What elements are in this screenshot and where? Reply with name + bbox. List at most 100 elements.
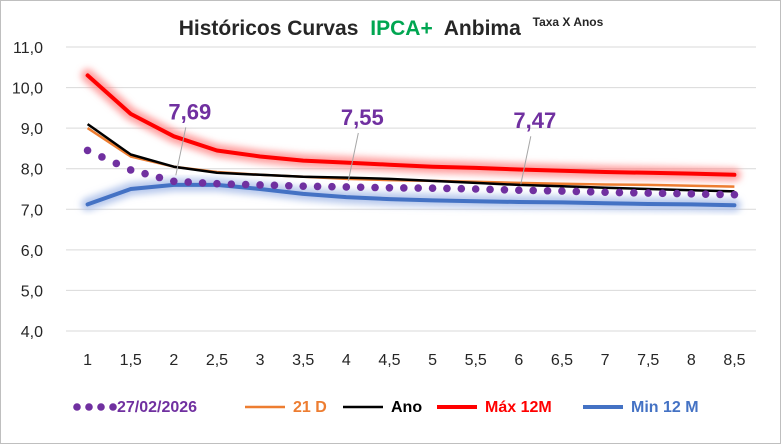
x-tick-label: 4 (342, 352, 351, 369)
x-tick-label: 6 (514, 352, 523, 369)
data-label: 7,47 (513, 108, 556, 133)
title-part2: IPCA+ (370, 17, 432, 40)
data-point (716, 190, 724, 199)
data-point (586, 188, 595, 196)
data-point (170, 177, 178, 186)
data-label: 7,55 (341, 105, 384, 130)
data-point (644, 189, 652, 197)
data-point (457, 184, 466, 193)
y-tick-label: 10,0 (12, 81, 43, 98)
legend-marker (85, 403, 93, 411)
legend: 27/02/2026 21 D Ano Máx 12M Min 12 M (73, 399, 699, 416)
y-tick-label: 4,0 (21, 324, 43, 341)
x-axis: 1 1,5 2 2,5 3 3,5 4 4,5 5 5,5 6 6,5 7 7,5 8 8,5 (83, 352, 746, 369)
title-part1: Históricos Curvas (179, 17, 359, 40)
data-point (371, 183, 379, 192)
data-point (198, 179, 207, 187)
x-tick-label: 8 (687, 352, 696, 369)
data-point (141, 169, 149, 178)
data-point (385, 183, 394, 192)
x-tick-label: 5,5 (465, 352, 487, 369)
data-point (630, 188, 638, 197)
legend-item-ano[interactable]: Ano (343, 399, 422, 416)
y-axis: 4,0 5,0 6,0 7,0 8,0 9,0 10,0 11,0 (12, 40, 43, 341)
x-tick-label: 2 (169, 352, 178, 369)
data-point (601, 188, 609, 197)
legend-marker (109, 403, 117, 411)
data-point (256, 181, 264, 189)
data-point (299, 182, 307, 190)
x-tick-label: 8,5 (723, 352, 745, 369)
data-point (529, 186, 537, 195)
data-point (500, 186, 509, 194)
title-part3: Anbima (444, 17, 521, 40)
series-glow-m-x-12m (81, 68, 741, 182)
data-label-leader (175, 127, 187, 176)
data-point (285, 181, 293, 190)
series-line-m-x-12m (85, 73, 737, 177)
legend-marker (73, 403, 81, 411)
data-point (515, 186, 523, 195)
data-point (227, 180, 236, 188)
title-superscript: Taxa X Anos (533, 15, 604, 29)
data-label: 7,69 (168, 99, 211, 124)
y-tick-label: 7,0 (21, 202, 43, 219)
legend-item-27-02-2026[interactable]: 27/02/2026 (73, 399, 197, 416)
data-point (126, 166, 135, 174)
x-tick-label: 7 (601, 352, 610, 369)
data-point (83, 146, 92, 155)
data-labels: 7,69 7,55 7,47 (168, 99, 556, 185)
data-point (213, 179, 221, 188)
legend-item-21-d[interactable]: 21 D (245, 399, 327, 416)
data-point (155, 173, 164, 182)
data-point (730, 190, 739, 199)
x-tick-label: 3,5 (292, 352, 314, 369)
data-point (658, 189, 667, 198)
data-point (486, 185, 494, 194)
data-point (356, 183, 365, 192)
data-point (428, 184, 437, 192)
data-point (241, 180, 250, 189)
data-point (342, 183, 351, 191)
legend-item-m-x-12m[interactable]: Máx 12M (437, 399, 552, 416)
data-label-leader (347, 132, 359, 182)
y-tick-label: 11,0 (13, 40, 43, 57)
data-point (443, 184, 451, 193)
data-point (543, 186, 552, 195)
legend-label: 21 D (293, 399, 327, 416)
y-tick-label: 9,0 (21, 121, 43, 138)
y-tick-label: 8,0 (21, 162, 43, 179)
data-point (328, 182, 336, 191)
legend-label: 27/02/2026 (117, 399, 197, 416)
data-point (615, 188, 624, 197)
data-point (673, 189, 681, 198)
series-dots-27-02-2026 (83, 146, 739, 199)
legend-item-min-12-m[interactable]: Min 12 M (583, 399, 699, 416)
data-point (471, 185, 480, 193)
data-point (701, 190, 710, 198)
chart-title: Históricos Curvas IPCA+ Anbima Taxa X An… (179, 15, 604, 40)
x-tick-label: 5 (428, 352, 437, 369)
legend-label: Máx 12M (485, 399, 552, 416)
x-tick-label: 7,5 (637, 352, 659, 369)
series-line-ano (86, 123, 735, 193)
x-tick-label: 4,5 (378, 352, 400, 369)
x-tick-label: 1,5 (120, 352, 142, 369)
data-point (558, 187, 566, 195)
data-point (400, 184, 408, 192)
data-point (98, 153, 106, 161)
data-point (313, 182, 322, 191)
x-tick-label: 6,5 (551, 352, 573, 369)
series-layer (81, 68, 741, 212)
x-tick-label: 1 (83, 352, 92, 369)
legend-marker (97, 403, 105, 411)
y-tick-label: 6,0 (21, 243, 43, 260)
x-tick-label: 2,5 (206, 352, 228, 369)
series-line-min-12-m (85, 182, 737, 208)
data-point (184, 178, 192, 186)
legend-label: Min 12 M (631, 399, 699, 416)
data-point (572, 187, 581, 196)
y-tick-label: 5,0 (21, 283, 43, 300)
